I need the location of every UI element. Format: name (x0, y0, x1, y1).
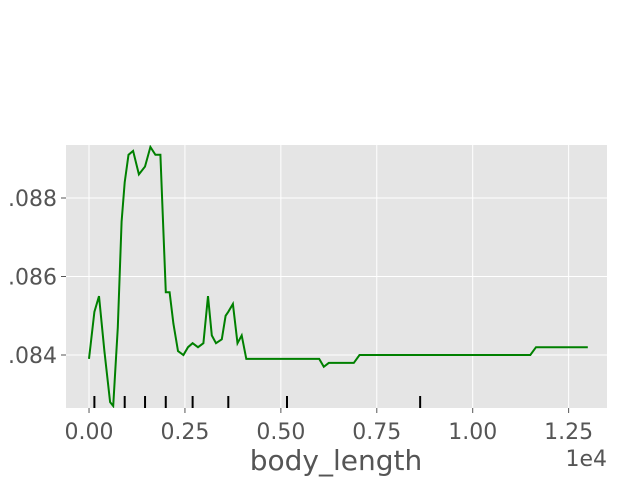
x-axis-label: body_length (250, 444, 423, 477)
x-axis-offset-label: 1e4 (565, 447, 607, 472)
x-tick-label: 0.50 (256, 420, 305, 445)
y-tick-label: .088 (8, 187, 57, 212)
x-tick-label: 0.00 (65, 420, 114, 445)
x-tick-label: 0.75 (352, 420, 401, 445)
y-tick-label: .084 (8, 344, 57, 369)
x-tick-label: 1.25 (544, 420, 593, 445)
rug-marks (93, 396, 422, 408)
y-tick-label: .086 (8, 266, 57, 291)
x-axis-ticks: 0.00 0.25 0.50 0.75 1.00 1.25 (65, 408, 593, 445)
series-line (88, 145, 588, 408)
x-tick-label: 0.25 (160, 420, 209, 445)
y-axis-ticks: .084 .086 .088 (8, 187, 66, 369)
x-tick-label: 1.00 (448, 420, 497, 445)
